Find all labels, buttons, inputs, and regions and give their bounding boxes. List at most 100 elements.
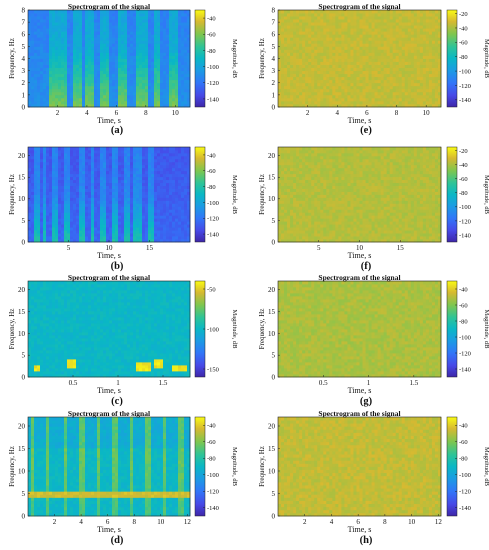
heatmap-cell	[109, 94, 113, 99]
heatmap-cell	[136, 167, 140, 172]
heatmap-cell	[28, 323, 32, 327]
heatmap-cell	[136, 49, 140, 53]
heatmap-cell	[160, 317, 164, 321]
heatmap-cell	[160, 76, 164, 81]
heatmap-cell	[55, 368, 59, 372]
heatmap-cell	[148, 188, 152, 192]
heatmap-cell	[106, 359, 110, 363]
heatmap-cell	[55, 37, 59, 41]
heatmap-cell	[73, 94, 77, 99]
colorbar-label: Magnitude, dB	[231, 39, 238, 79]
heatmap-cell	[94, 19, 98, 23]
heatmap-cell	[61, 10, 65, 14]
heatmap-cell	[136, 61, 140, 65]
heatmap-cell	[148, 52, 152, 56]
heatmap-cell	[76, 152, 80, 157]
heatmap-cell	[34, 338, 38, 342]
heatmap-cell	[85, 13, 89, 17]
heatmap-cell	[112, 97, 116, 102]
heatmap-cell	[55, 281, 59, 285]
heatmap-cell	[43, 212, 47, 216]
heatmap-cell	[124, 347, 128, 351]
heatmap-cell	[64, 28, 68, 32]
heatmap-cell	[127, 368, 131, 372]
heatmap-cell	[97, 371, 101, 375]
heatmap-cell	[88, 359, 92, 363]
heatmap-cell	[121, 338, 125, 342]
heatmap-cell	[124, 55, 128, 59]
heatmap-cell	[178, 236, 182, 240]
heatmap-cell	[112, 317, 116, 321]
heatmap-cell	[82, 230, 86, 234]
heatmap-cell	[64, 76, 68, 81]
heatmap-cell	[109, 37, 113, 41]
heatmap-cell	[52, 88, 56, 93]
heatmap-cell	[37, 209, 41, 213]
heatmap-cell	[148, 43, 152, 47]
heatmap-cell	[106, 212, 110, 216]
heatmap-cell	[136, 147, 140, 151]
heatmap-cell	[91, 34, 95, 38]
heatmap-cell	[28, 326, 32, 330]
heatmap-cell	[55, 158, 59, 163]
heatmap-cell	[28, 290, 32, 294]
heatmap-cell	[49, 46, 53, 50]
heatmap-cell	[103, 371, 107, 375]
heatmap-cell	[157, 335, 161, 339]
heatmap-cell	[163, 176, 167, 181]
heatmap-cell	[40, 34, 44, 38]
heatmap-cell	[118, 103, 122, 108]
heatmap-cell	[109, 341, 113, 345]
heatmap-cell	[154, 16, 158, 20]
heatmap-cell	[112, 22, 116, 26]
heatmap-cell	[31, 182, 35, 186]
heatmap-cell	[37, 13, 41, 17]
heatmap-cell	[181, 61, 185, 65]
heatmap-cell	[76, 224, 80, 228]
heatmap-cell	[43, 88, 47, 93]
heatmap-cell	[100, 230, 104, 234]
heatmap-cell	[55, 317, 59, 321]
heatmap-cell	[58, 149, 62, 154]
heatmap-cell	[73, 61, 77, 65]
heatmap-cell	[154, 46, 158, 50]
heatmap-cell	[127, 293, 131, 297]
heatmap-cell	[181, 152, 185, 157]
heatmap-cell	[154, 182, 158, 186]
heatmap-cell	[148, 67, 152, 72]
heatmap-cell	[166, 147, 170, 151]
heatmap-cell	[55, 52, 59, 56]
heatmap-cell	[112, 194, 116, 198]
heatmap-cell	[154, 353, 158, 357]
heatmap-cell	[28, 329, 32, 333]
heatmap-cell	[163, 239, 167, 243]
heatmap-cell	[145, 371, 149, 375]
heatmap-cell	[34, 64, 38, 68]
heatmap-cell	[124, 299, 128, 303]
heatmap-cell	[79, 362, 83, 366]
heatmap-cell	[142, 239, 146, 243]
heatmap-cell	[46, 170, 50, 175]
heatmap-cell	[163, 70, 167, 75]
heatmap-cell	[40, 91, 44, 96]
heatmap-cell	[142, 344, 146, 348]
heatmap-cell	[40, 224, 44, 228]
heatmap-cell	[58, 323, 62, 327]
heatmap-cell	[70, 167, 74, 172]
heatmap-cell	[73, 147, 77, 151]
heatmap-cell	[139, 302, 143, 306]
heatmap-cell	[88, 362, 92, 366]
x-tick-label: 5	[67, 244, 71, 252]
heatmap-cell	[49, 85, 53, 90]
heatmap-cell	[133, 302, 137, 306]
heatmap-cell	[55, 293, 59, 297]
heatmap-cell	[118, 314, 122, 318]
heatmap-cell	[52, 167, 56, 172]
heatmap-cell	[151, 161, 155, 166]
heatmap-cell	[178, 215, 182, 219]
heatmap-cell	[148, 64, 152, 68]
heatmap-cell	[124, 365, 128, 369]
heatmap-cell	[184, 221, 188, 225]
heatmap-cell	[76, 188, 80, 192]
heatmap-cell	[163, 52, 167, 56]
